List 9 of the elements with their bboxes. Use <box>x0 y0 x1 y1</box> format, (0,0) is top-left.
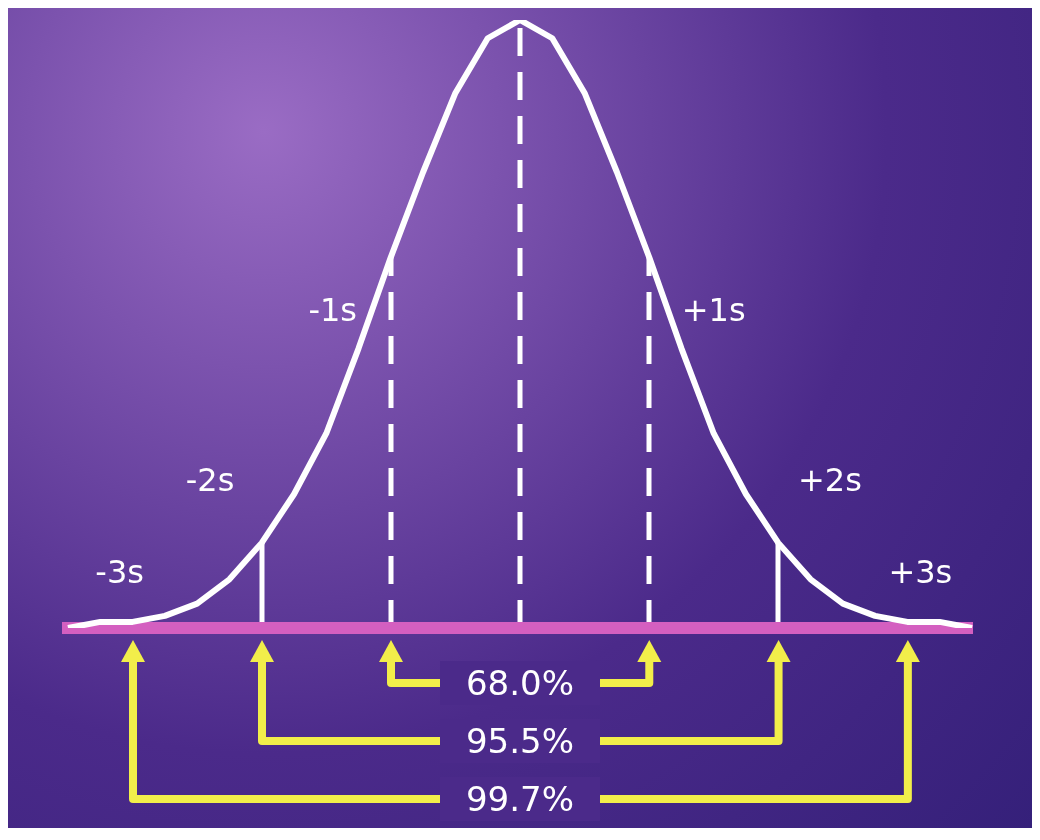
text: 95.5% <box>440 719 600 763</box>
annotation: -3s <box>94 551 145 592</box>
annotation: +2s <box>797 460 863 501</box>
annotation: +1s <box>680 290 747 331</box>
annotation: -2s <box>184 460 236 501</box>
text: 68.0% <box>440 661 600 705</box>
annotation: +3s <box>887 551 954 592</box>
annotation: -1s <box>307 290 358 331</box>
text: 99.7% <box>440 777 600 821</box>
